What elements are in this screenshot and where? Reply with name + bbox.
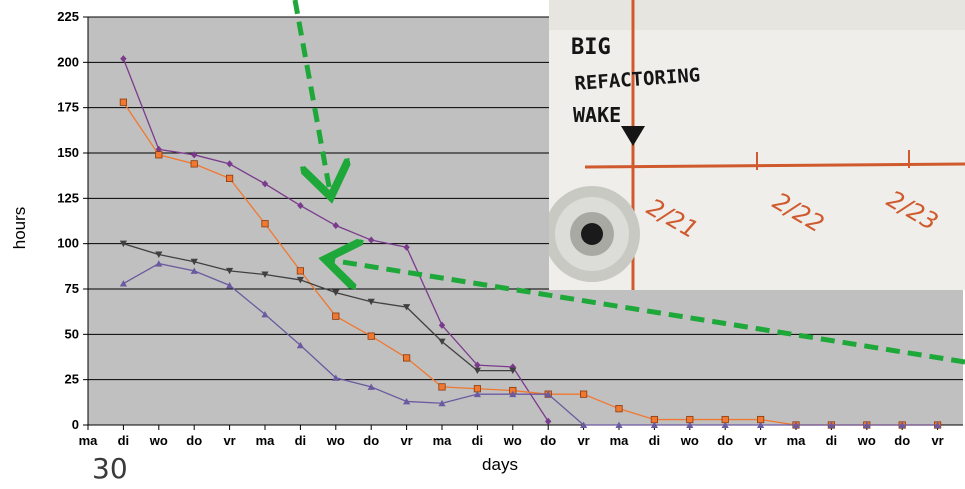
data-point	[473, 390, 481, 398]
data-point	[296, 341, 304, 349]
data-point	[898, 421, 906, 428]
data-point	[119, 240, 127, 248]
x-tick-label: vr	[223, 433, 235, 448]
data-point	[580, 390, 588, 398]
x-tick-label: wo	[326, 433, 345, 448]
x-tick-label: ma	[787, 433, 807, 448]
y-axis-label: hours	[10, 207, 29, 250]
y-tick-label: 25	[65, 372, 79, 387]
x-tick-label: wo	[503, 433, 522, 448]
data-point	[297, 201, 304, 210]
data-point	[261, 271, 269, 278]
data-point	[332, 221, 339, 230]
data-point	[296, 276, 304, 284]
x-tick-label: di	[826, 433, 838, 448]
data-point	[190, 267, 198, 274]
data-point	[934, 421, 942, 428]
x-tick-label: do	[540, 433, 556, 448]
x-tick-label: di	[295, 433, 307, 448]
x-tick-label: wo	[680, 433, 699, 448]
x-tick-label: do	[894, 433, 910, 448]
data-point	[438, 383, 446, 391]
data-point	[827, 421, 835, 428]
x-tick-label: di	[118, 433, 130, 448]
data-point	[544, 390, 552, 398]
x-tick-label: do	[363, 433, 379, 448]
y-tick-label: 100	[57, 236, 79, 251]
data-point	[615, 405, 623, 413]
data-point	[367, 332, 375, 340]
x-tick-label: do	[186, 433, 202, 448]
data-point	[225, 174, 234, 182]
data-point	[226, 160, 233, 168]
data-point	[332, 374, 340, 381]
series-line	[123, 262, 938, 426]
x-tick-label: ma	[256, 433, 276, 448]
photo-caption-line1: BIG	[571, 35, 611, 60]
data-point	[863, 421, 871, 428]
data-point	[403, 398, 411, 405]
x-tick-label: vr	[577, 433, 589, 448]
x-tick-label: wo	[149, 433, 168, 448]
y-tick-label: 150	[57, 145, 79, 160]
data-point	[296, 267, 305, 275]
data-point	[757, 421, 765, 428]
data-point	[403, 243, 410, 251]
data-point	[615, 421, 623, 428]
y-tick-label: 0	[72, 417, 79, 432]
y-tick-label: 75	[65, 281, 79, 296]
x-tick-label: di	[649, 433, 661, 448]
x-tick-label: ma	[610, 433, 630, 448]
data-point	[261, 220, 269, 228]
data-point	[686, 421, 694, 428]
y-tick-label: 225	[57, 9, 79, 24]
y-tick-label: 200	[57, 54, 79, 69]
y-tick-label: 125	[57, 190, 79, 205]
data-point	[509, 390, 517, 398]
data-point	[261, 310, 269, 318]
data-point	[367, 383, 375, 390]
data-point	[190, 258, 198, 266]
x-tick-label: do	[717, 433, 733, 448]
x-tick-label: vr	[400, 433, 412, 448]
data-point	[155, 260, 163, 267]
data-point	[650, 421, 658, 428]
whiteboard-drawing: BIG REFACTORING WAKE 2/21 2/22 2/23	[549, 0, 965, 290]
data-point	[119, 98, 127, 106]
data-point	[545, 417, 552, 425]
y-tick-labels: 0 25 50 75 100 125 150 175 200 225	[57, 9, 79, 432]
y-tick-label: 175	[57, 100, 79, 115]
data-point	[191, 151, 198, 159]
data-point	[792, 421, 800, 428]
x-tick-label: vr	[754, 433, 766, 448]
data-point	[509, 367, 517, 374]
data-point	[226, 267, 234, 275]
data-point	[119, 280, 127, 287]
x-tick-labels: ma di wo do vr ma di wo do vr ma di wo do vr ma di wo do vr…	[79, 433, 944, 448]
data-point	[120, 55, 127, 63]
data-point	[155, 151, 163, 159]
data-point	[402, 354, 411, 362]
data-point	[368, 236, 375, 244]
data-point	[721, 421, 729, 428]
x-tick-label: ma	[79, 433, 99, 448]
data-point	[226, 281, 234, 289]
slide-number: 30	[92, 452, 128, 485]
data-point	[332, 312, 340, 320]
data-point	[155, 145, 162, 153]
x-tick-label: ma	[433, 433, 453, 448]
whiteboard-photo: BIG REFACTORING WAKE 2/21 2/22 2/23	[549, 0, 965, 290]
x-tick-label: di	[472, 433, 484, 448]
x-tick-label: vr	[931, 433, 943, 448]
x-axis-label: days	[482, 455, 518, 474]
data-point	[473, 367, 481, 374]
y-tick-label: 50	[65, 326, 79, 341]
data-point	[438, 399, 446, 407]
photo-caption-line3: WAKE	[573, 103, 621, 127]
data-point	[261, 180, 269, 188]
x-tick-label: wo	[857, 433, 876, 448]
data-point	[190, 160, 198, 168]
data-point	[155, 251, 163, 258]
data-point	[580, 421, 588, 428]
